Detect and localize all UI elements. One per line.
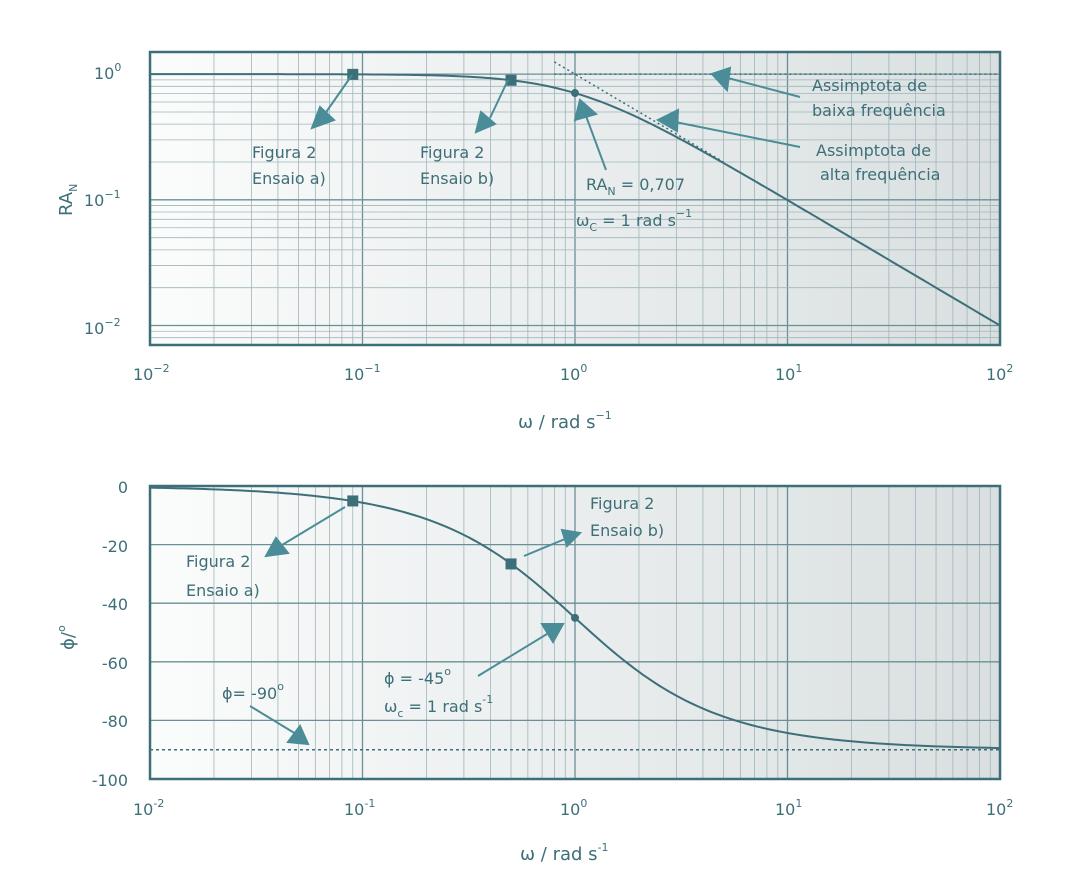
annotation-low-asymptote: Assimptota de baixa frequência [812,76,946,120]
x-tick-label: 101 [775,797,802,819]
annotation-omega-c: ωc = 1 rad s-1 [384,693,493,720]
annotation-omega-c: ωC = 1 rad s−1 [576,207,692,234]
annotation-ra-0707: RAN = 0,707 [586,175,685,198]
arrow-icon [310,105,336,130]
square-marker [505,558,517,570]
arrow-icon [710,66,732,93]
y-tick-label: -100 [92,771,128,790]
x-tick-label: 10−2 [133,362,170,384]
x-tick-label: 10-1 [344,797,375,819]
annotation-figura2-ensaio-a: Figura 2 Ensaio a) [186,552,260,600]
arrow-icon [264,536,290,558]
magnitude-y-ticks: 100 10−1 10−2 [84,61,121,338]
annotation-phi-45: ϕ = -45o [384,665,451,688]
magnitude-asymptotes [554,61,1000,163]
y-tick-label: -40 [102,595,128,614]
phase-y-ticks: 0 -20 -40 -60 -80 -100 [92,478,128,790]
y-tick-label: 10−1 [84,188,121,210]
y-tick-label: -60 [102,654,128,673]
y-tick-label: 10−2 [84,316,121,338]
magnitude-frame [148,50,1002,347]
annotation-phi-90: ϕ= -90o [222,680,284,703]
x-tick-label: 101 [775,362,802,384]
phase-x-ticks: 10-2 10-1 100 101 102 [133,797,1013,819]
arrow-icon [655,108,680,133]
magnitude-x-ticks: 10−2 10−1 100 101 102 [133,362,1013,384]
arrow-icon [474,110,497,134]
phase-annotation-arrows [249,506,583,746]
magnitude-grid [150,52,1000,345]
x-tick-label: 10−1 [344,362,381,384]
arrow-icon [540,623,565,644]
annotation-high-asymptote: Assimptota de alta frequência [816,141,940,184]
phase-chart: 0 -20 -40 -60 -80 -100 10-2 10-1 100 101… [55,478,1013,865]
annotation-figura2-ensaio-b: Figura 2 Ensaio b) [420,143,494,188]
square-marker [347,495,359,507]
x-tick-label: 100 [560,797,587,819]
arrow-icon [560,528,583,548]
x-tick-label: 102 [986,797,1013,819]
annotation-figura2-ensaio-b: Figura 2 Ensaio b) [590,494,664,540]
y-tick-label: 0 [118,478,128,497]
magnitude-chart: 100 10−1 10−2 10−2 10−1 100 101 102 ω / … [56,50,1013,433]
y-tick-label: 100 [94,61,121,83]
magnitude-x-axis-title: ω / rad s−1 [518,409,612,433]
square-marker [347,68,359,80]
x-tick-label: 100 [560,362,587,384]
square-marker [505,74,517,86]
annotation-figura2-ensaio-a: Figura 2 Ensaio a) [252,143,326,188]
magnitude-y-axis-title: RAN [56,184,80,216]
x-tick-label: 102 [986,362,1013,384]
phase-frame [148,484,1002,781]
phase-y-axis-title: ϕ/o [55,625,79,650]
circle-marker [571,89,579,98]
y-tick-label: -80 [102,712,128,731]
circle-marker [571,613,579,622]
phase-grid [150,486,1000,779]
magnitude-markers [347,68,579,98]
arrow-icon [286,724,310,746]
x-tick-label: 10-2 [133,797,164,819]
phase-markers [347,495,579,622]
phase-x-axis-title: ω / rad s-1 [520,841,609,865]
y-tick-label: -20 [102,537,128,556]
arrow-icon [573,98,599,122]
magnitude-annotation-arrows [310,66,801,171]
